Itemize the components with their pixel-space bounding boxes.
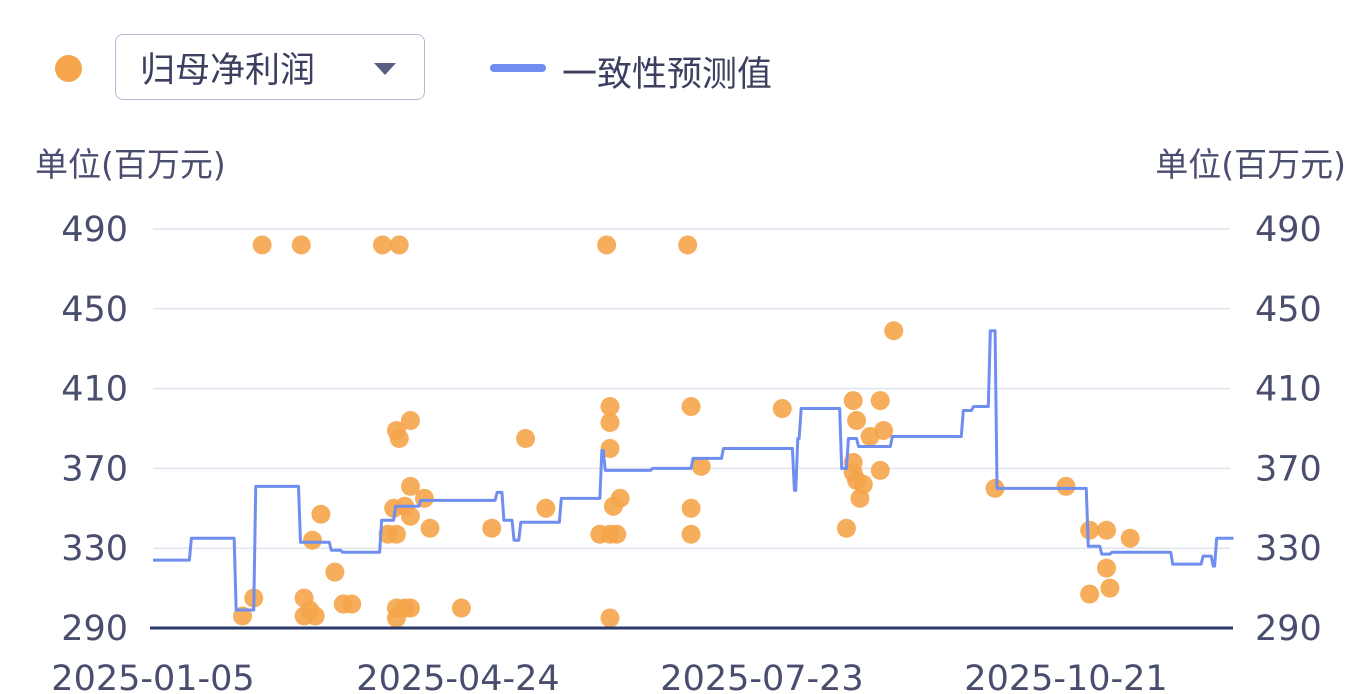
scatter-point <box>772 399 792 419</box>
scatter-point <box>400 598 420 618</box>
triangle-down-icon <box>374 63 396 75</box>
scatter-point <box>1097 520 1117 540</box>
scatter-point <box>400 411 420 431</box>
scatter-point <box>1100 578 1120 598</box>
y-tick-right: 290 <box>1255 609 1322 649</box>
scatter-point <box>600 608 620 628</box>
y-tick-left: 410 <box>61 370 128 410</box>
scatter-point <box>400 476 420 496</box>
scatter-point <box>420 518 440 538</box>
scatter-point <box>1080 520 1100 540</box>
y-tick-right: 330 <box>1255 529 1322 569</box>
scatter-point <box>342 594 362 614</box>
scatter-point <box>451 598 471 618</box>
y-tick-left: 450 <box>61 290 128 330</box>
scatter-point <box>597 235 617 255</box>
scatter-point <box>853 474 873 494</box>
scatter-point <box>843 391 863 411</box>
scatter-point <box>372 235 392 255</box>
scatter-point <box>681 524 701 544</box>
x-tick: 2025-01-05 <box>51 659 254 694</box>
scatter-point <box>610 488 630 508</box>
right-axis-unit: 单位(百万元) <box>1155 145 1346 184</box>
scatter-point <box>482 518 502 538</box>
legend-line-marker[interactable] <box>490 64 546 72</box>
scatter-point <box>325 562 345 582</box>
y-tick-right: 410 <box>1255 370 1322 410</box>
scatter-point <box>294 606 314 626</box>
scatter-point <box>516 428 536 448</box>
scatter-point <box>386 608 406 628</box>
scatter-point <box>600 413 620 433</box>
scatter-point <box>836 518 856 538</box>
scatter-point <box>681 397 701 417</box>
x-tick: 2025-04-24 <box>356 659 559 694</box>
y-tick-left: 290 <box>61 609 128 649</box>
y-tick-left: 370 <box>61 449 128 489</box>
y-tick-right: 450 <box>1255 290 1322 330</box>
left-axis-unit: 单位(百万元) <box>35 145 226 184</box>
y-tick-right: 370 <box>1255 449 1322 489</box>
scatter-point <box>1120 528 1140 548</box>
scatter-point <box>870 460 890 480</box>
x-tick: 2025-10-21 <box>964 659 1167 694</box>
y-tick-right: 490 <box>1255 210 1322 250</box>
scatter-point <box>1080 584 1100 604</box>
metric-dropdown-value: 归母净利润 <box>140 50 316 91</box>
y-tick-left: 490 <box>61 210 128 250</box>
scatter-point <box>386 524 406 544</box>
scatter-point <box>1056 476 1076 496</box>
scatter-point <box>1097 558 1117 578</box>
scatter-point <box>600 397 620 417</box>
scatter-point <box>691 456 711 476</box>
scatter-point <box>302 530 322 550</box>
scatter-point <box>681 498 701 518</box>
consensus-line <box>153 329 1234 612</box>
legend-line-label[interactable]: 一致性预测值 <box>562 55 773 95</box>
scatter-point <box>291 235 311 255</box>
scatter-point <box>389 428 409 448</box>
scatter-point <box>847 411 867 431</box>
y-tick-left: 330 <box>61 529 128 569</box>
scatter-point <box>600 438 620 458</box>
scatter-point <box>874 420 894 440</box>
legend-scatter-marker[interactable] <box>55 55 82 82</box>
scatter-point <box>884 321 904 341</box>
scatter-point <box>870 391 890 411</box>
scatter-point <box>252 235 272 255</box>
metric-dropdown[interactable]: 归母净利润 <box>115 34 425 100</box>
scatter-point <box>311 504 331 524</box>
x-tick: 2025-07-23 <box>660 659 863 694</box>
scatter-point <box>678 235 698 255</box>
scatter-point <box>536 498 556 518</box>
scatter-point <box>389 235 409 255</box>
scatter-point <box>985 478 1005 498</box>
scatter-point <box>607 524 627 544</box>
